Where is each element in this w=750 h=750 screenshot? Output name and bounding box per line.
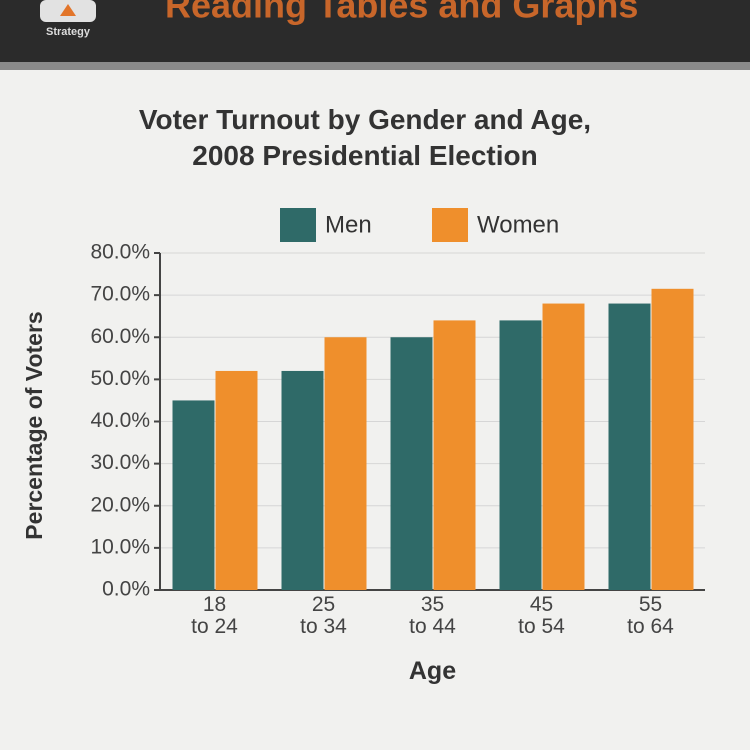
- y-tick-label: 80.0%: [90, 241, 150, 264]
- legend-swatch: [280, 208, 316, 242]
- bar: [499, 320, 542, 590]
- header-rule: [0, 62, 750, 70]
- y-tick-label: 0.0%: [102, 578, 150, 601]
- chart-title: Voter Turnout by Gender and Age, 2008 Pr…: [138, 104, 592, 171]
- y-tick-label: 50.0%: [90, 367, 150, 390]
- bar: [324, 337, 367, 590]
- y-tick-label: 70.0%: [90, 283, 150, 306]
- x-tick-label: 18 to 24: [191, 593, 238, 638]
- x-tick-label: 55 to 64: [627, 593, 674, 638]
- bar: [215, 370, 258, 590]
- bar: [608, 303, 651, 590]
- bar: [281, 370, 324, 590]
- x-tick-label: 45 to 54: [518, 593, 565, 638]
- y-tick-label: 40.0%: [90, 409, 150, 432]
- y-tick-label: 30.0%: [90, 451, 150, 474]
- legend-swatch: [432, 208, 468, 242]
- y-tick-label: 20.0%: [90, 493, 150, 516]
- y-tick-label: 10.0%: [90, 535, 150, 558]
- bar: [172, 400, 215, 590]
- bar: [542, 303, 585, 590]
- bar: [651, 288, 694, 590]
- y-axis-label: Percentage of Voters: [21, 311, 47, 539]
- x-tick-label: 25 to 34: [300, 593, 347, 638]
- bar: [390, 337, 433, 590]
- header-title: Reading Tables and Graphs: [165, 0, 638, 26]
- x-axis-label: Age: [408, 657, 457, 685]
- y-tick-label: 60.0%: [90, 325, 150, 348]
- legend-label: Women: [477, 211, 559, 238]
- bar: [433, 320, 476, 590]
- legend-label: Men: [325, 211, 372, 238]
- x-tick-label: 35 to 44: [409, 593, 456, 638]
- badge-symbol: [60, 4, 76, 16]
- badge-label: Strategy: [46, 26, 91, 38]
- header-band: [0, 0, 750, 62]
